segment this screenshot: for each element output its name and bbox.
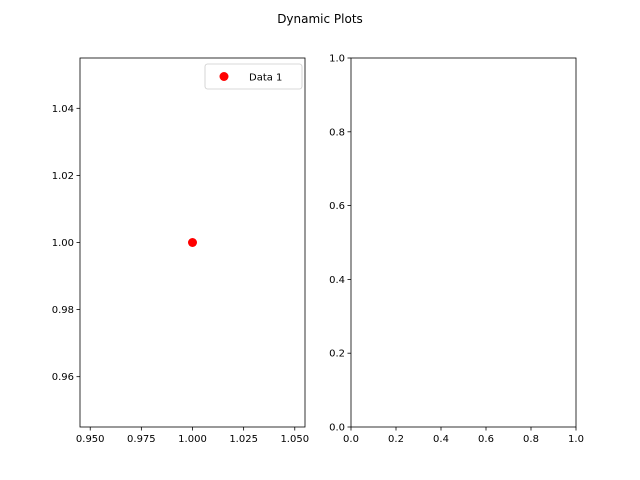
- left-xtick-label: 1.050: [280, 434, 309, 445]
- left-legend-box: [204, 63, 303, 90]
- right-ytick-label: 0.6: [329, 201, 345, 212]
- left-xtick-label: 0.950: [76, 434, 105, 445]
- right-xtick-label: 0.0: [343, 434, 359, 445]
- left-data-point: [188, 238, 197, 247]
- left-ytick-label: 1.00: [52, 238, 74, 249]
- right-ytick-label: 0.4: [329, 275, 345, 286]
- left-ytick-label: 1.04: [52, 104, 74, 115]
- figure-suptitle: Dynamic Plots: [277, 12, 363, 26]
- left-legend-marker: [219, 72, 229, 81]
- left-ytick-label: 0.96: [52, 372, 74, 383]
- right-ytick-label: 0.2: [329, 349, 345, 360]
- right-ytick-label: 1.0: [329, 54, 345, 65]
- left-ytick-label: 0.98: [52, 305, 74, 316]
- right-xtick-label: 0.2: [388, 434, 404, 445]
- left-legend-label: Data 1: [249, 73, 282, 84]
- right-xtick-label: 0.6: [478, 434, 494, 445]
- left-ytick-label: 1.02: [52, 171, 74, 182]
- right-axes-frame: [350, 57, 577, 428]
- left-xtick-label: 0.975: [127, 434, 156, 445]
- right-xtick-label: 0.8: [523, 434, 539, 445]
- right-xtick-label: 1.0: [568, 434, 584, 445]
- right-ytick-label: 0.8: [329, 127, 345, 138]
- right-ytick-label: 0.0: [329, 423, 345, 434]
- left-plot: 0.950 0.975 1.000 1.025 1.050 0.96 0.98 1.00 1.0…: [52, 57, 309, 445]
- right-plot: 0.0 0.2 0.4 0.6 0.8 1.0 0.0 0.2 0.4 0.6 0.8 1.0: [329, 54, 584, 446]
- left-xtick-label: 1.025: [229, 434, 258, 445]
- right-xtick-label: 0.4: [433, 434, 449, 445]
- left-xtick-label: 1.000: [178, 434, 207, 445]
